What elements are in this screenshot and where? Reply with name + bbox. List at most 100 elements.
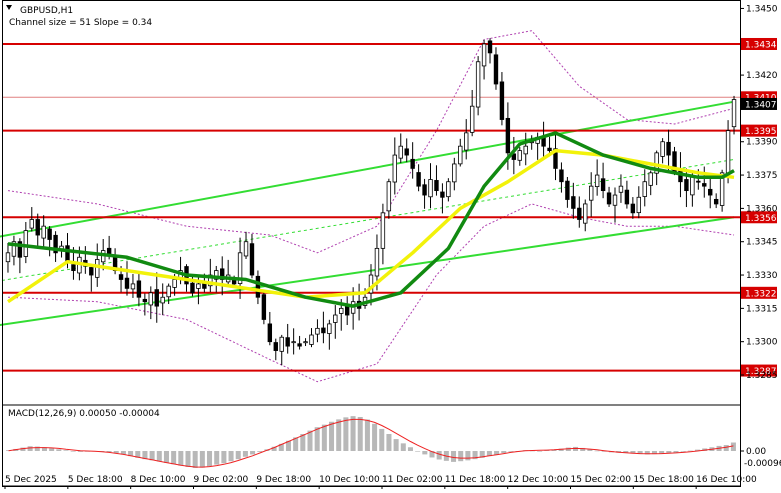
candle-body <box>279 336 284 352</box>
x-tick-label: 15 Dec 18:00 <box>633 475 694 485</box>
level-price-box <box>741 286 777 299</box>
candle-body <box>386 181 392 212</box>
y-tick-label: 1.3390 <box>746 138 778 148</box>
ema-yellow-line <box>7 148 735 304</box>
x-tick-label: 11 Dec 02:00 <box>382 475 443 485</box>
candle-body <box>618 185 624 193</box>
candle-body <box>303 341 308 344</box>
candle-body <box>469 105 475 133</box>
candle-body <box>404 148 409 156</box>
macd-histogram-bar <box>156 451 162 462</box>
candle-body <box>464 132 469 151</box>
macd-histogram-bar <box>537 451 543 452</box>
macd-histogram-bar <box>192 451 198 468</box>
macd-histogram-bar <box>551 449 557 451</box>
candle-body <box>208 274 213 287</box>
macd-histogram-bar <box>257 451 263 452</box>
macd-histogram-bar <box>235 451 241 460</box>
candle-body <box>17 241 23 258</box>
candle-body <box>41 225 46 239</box>
macd-histogram-bar <box>386 434 392 451</box>
macd-histogram-bar <box>479 451 485 458</box>
macd-signal-line <box>8 418 734 468</box>
macd-histogram-bar <box>393 439 399 451</box>
macd-histogram-bar <box>458 451 464 462</box>
candle-body <box>708 188 713 196</box>
macd-histogram-bar <box>601 451 607 452</box>
macd-histogram-bar <box>379 428 385 451</box>
bollinger-upper <box>7 30 735 254</box>
macd-histogram-bar <box>142 451 148 460</box>
candle-body <box>380 212 386 249</box>
candle-body <box>434 180 439 192</box>
macd-histogram-bar <box>357 417 363 451</box>
macd-histogram-bar <box>666 451 672 454</box>
macd-min-label: -0.00096 <box>744 459 781 469</box>
candle-body <box>719 172 725 206</box>
macd-histogram-bar <box>644 451 650 455</box>
macd-histogram-bar <box>623 451 629 454</box>
candle-body <box>446 181 451 198</box>
candle-body <box>458 145 463 165</box>
level-price-box <box>741 124 777 137</box>
candle-body <box>327 323 332 334</box>
candle-body <box>606 192 612 205</box>
candle-body <box>410 158 415 169</box>
candle-body <box>261 294 267 320</box>
macd-histogram-bar <box>149 451 155 461</box>
macd-histogram-bar <box>587 449 593 451</box>
macd-histogram-bar <box>228 451 234 462</box>
x-tick-label: 5 Dec 2025 <box>5 475 57 485</box>
channel-upper-line <box>0 100 735 238</box>
macd-histogram-bar <box>573 446 579 451</box>
macd-histogram-bar <box>594 450 600 452</box>
candle-body <box>731 99 737 128</box>
channel-info: Channel size = 51 Slope = 0.34 <box>9 18 152 28</box>
candle-body <box>583 203 588 224</box>
macd-histogram-bar <box>113 451 119 454</box>
candle-body <box>475 61 481 108</box>
candle-body <box>267 323 273 343</box>
y-tick-label: 1.3450 <box>746 4 778 14</box>
macd-histogram-bar <box>178 451 184 466</box>
candle-body <box>547 147 552 152</box>
candle-body <box>565 180 570 200</box>
candle-body <box>47 228 52 240</box>
candle-body <box>160 296 165 304</box>
candle-body <box>487 40 493 54</box>
macd-histogram-bar <box>285 440 291 451</box>
candle-body <box>398 145 403 159</box>
macd-histogram-bar <box>27 446 33 451</box>
macd-histogram-bar <box>472 451 478 460</box>
level-price-box <box>741 37 777 50</box>
candle-body <box>624 189 630 205</box>
macd-label: MACD(12,26,9) 0.00050 -0.00004 <box>8 409 160 419</box>
candle-body <box>725 130 731 174</box>
macd-histogram-bar <box>106 451 112 453</box>
macd-histogram-bar <box>673 451 679 453</box>
macd-histogram-bar <box>494 451 500 455</box>
macd-histogram-bar <box>307 430 313 451</box>
macd-histogram-bar <box>429 451 435 458</box>
candle-body <box>577 207 582 220</box>
x-tick-label: 10 Dec 10:00 <box>319 475 380 485</box>
candle-body <box>553 148 558 169</box>
macd-histogram-bar <box>300 434 306 451</box>
candle-body <box>696 180 701 183</box>
macd-histogram-bar <box>687 450 693 452</box>
candle-body <box>452 163 457 183</box>
macd-histogram-bar <box>501 451 507 454</box>
candle-body <box>89 267 94 276</box>
macd-histogram-bar <box>350 416 356 451</box>
macd-histogram-bar <box>465 451 471 461</box>
candle-body <box>374 247 380 277</box>
macd-histogram-bar <box>199 451 205 468</box>
macd-histogram-bar <box>271 446 277 451</box>
candle-body <box>297 343 302 347</box>
candle-body <box>333 314 338 323</box>
candle-body <box>148 292 154 306</box>
macd-histogram-bar <box>730 442 736 451</box>
candle-body <box>11 241 17 257</box>
